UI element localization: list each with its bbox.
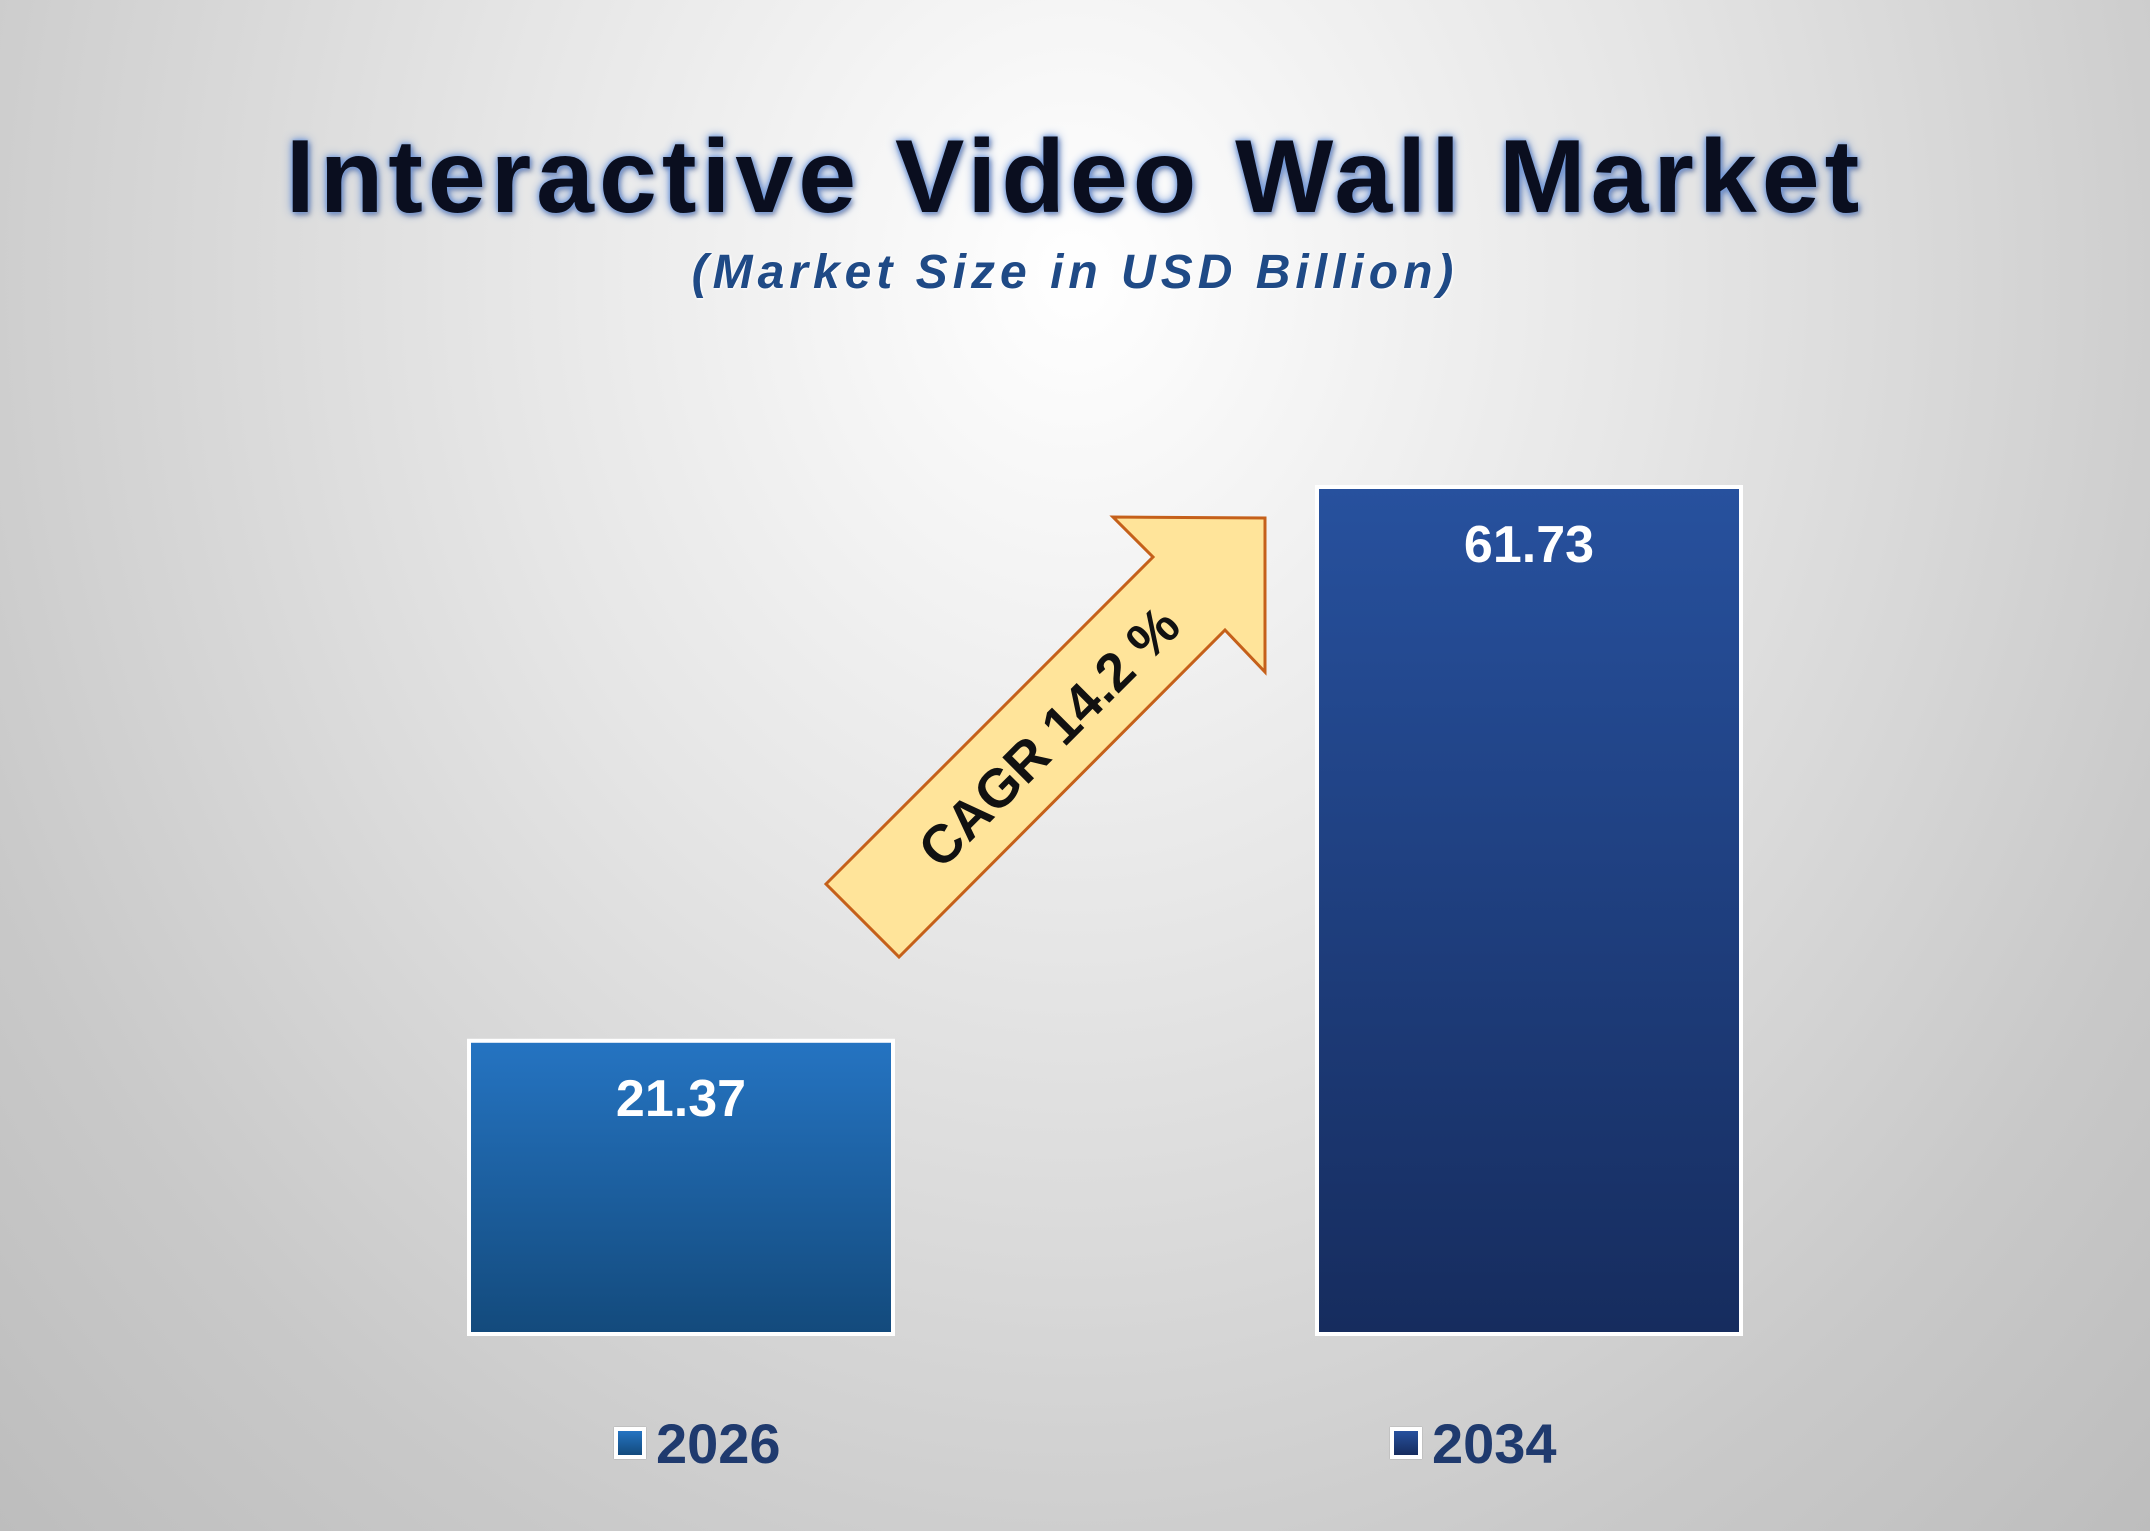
cagr-arrow-shape [823,515,1267,960]
cagr-arrow: CAGR 14.2 % [823,515,1267,960]
legend-swatch-2034 [1390,1427,1422,1459]
legend-swatch-2026 [614,1427,646,1459]
legend-label-2034: 2034 [1432,1411,1557,1475]
legend-label-2026: 2026 [656,1411,781,1475]
bar-value-label-2026: 21.37 [616,1070,746,1128]
chart-title: Interactive Video Wall Market [285,119,1865,235]
chart-subtitle: (Market Size in USD Billion) [691,246,1459,299]
legend-item-2034: 2034 [1390,1408,1557,1478]
bar-2026 [467,1038,895,1336]
cagr-label: CAGR 14.2 % [907,595,1191,879]
bar-2034 [1315,485,1743,1336]
legend-item-2026: 2026 [614,1408,781,1478]
bar-value-label-2034: 61.73 [1464,516,1594,574]
